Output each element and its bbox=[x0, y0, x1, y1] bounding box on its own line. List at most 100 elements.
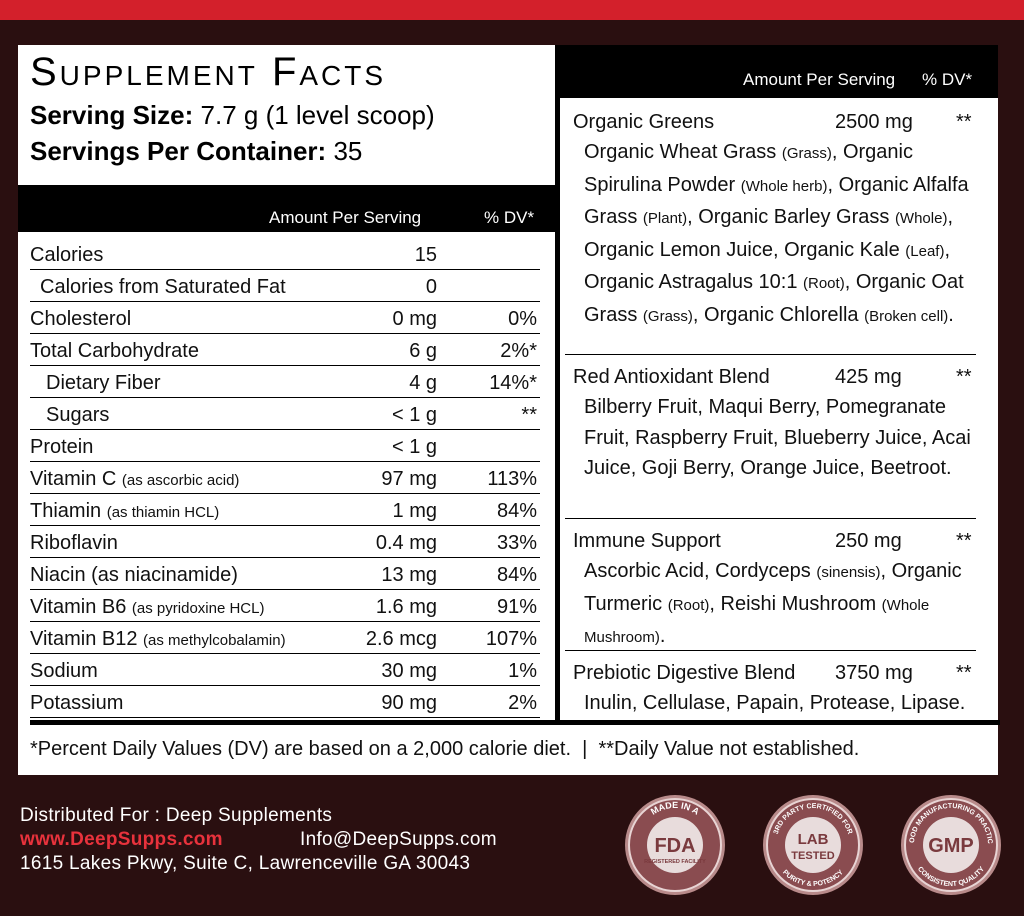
blend-dv: ** bbox=[956, 662, 972, 684]
nutrient-dv: 14%* bbox=[489, 372, 537, 394]
nutrient-amount: 15 bbox=[414, 244, 437, 266]
dv-header: % DV* bbox=[484, 208, 535, 227]
ingredient-text: (Root) bbox=[667, 596, 710, 614]
nutrient-name-cell: Potassium bbox=[30, 692, 123, 714]
nutrient-amount: < 1 g bbox=[391, 404, 437, 426]
nutrient-note: (as thiamin HCL) bbox=[106, 504, 220, 521]
nutrient-name: Thiamin bbox=[30, 500, 102, 522]
nutrient-note: (as ascorbic acid) bbox=[121, 472, 240, 489]
title: Supplement Facts bbox=[30, 50, 387, 94]
nutrient-amount: 90 mg bbox=[381, 692, 437, 714]
servings-value: 35 bbox=[333, 136, 363, 166]
ingredient-text: , Organic Turmeric bbox=[584, 560, 962, 615]
badge-sub: REGISTERED FACILITY bbox=[644, 859, 706, 865]
nutrient-row: Total Carbohydrate 6 g 2%* bbox=[30, 334, 540, 366]
nutrient-dv: 2% bbox=[508, 692, 537, 714]
ingredient-text: (Broken cell) bbox=[864, 307, 949, 325]
blend-amount: 250 mg bbox=[835, 530, 902, 552]
nutrient-dv: 0% bbox=[508, 308, 537, 330]
nutrient-row: Sodium 30 mg 1% bbox=[30, 654, 540, 686]
ingredient-text: (sinensis) bbox=[816, 564, 881, 581]
nutrient-name-cell: Riboflavin bbox=[30, 532, 118, 554]
separator bbox=[565, 518, 976, 520]
nutrient-dv: ** bbox=[521, 404, 537, 426]
ingredient-text: (Whole herb) bbox=[740, 177, 828, 195]
top-bar bbox=[0, 0, 1024, 20]
ingredient-text: , Reishi Mushroom bbox=[709, 592, 882, 615]
ingredients: Ascorbic Acid, Cordyceps (sinensis), Org… bbox=[573, 556, 978, 654]
nutrient-name: Vitamin B6 bbox=[30, 596, 127, 618]
nutrient-name-cell: Sugars bbox=[30, 404, 109, 426]
serving-size: Serving Size: 7.7 g (1 level scoop) bbox=[30, 100, 435, 131]
serving-size-value: 7.7 g (1 level scoop) bbox=[200, 100, 435, 130]
blend-heading: Red Antioxidant Blend 425 mg ** bbox=[573, 362, 978, 392]
nutrient-row: Niacin (as niacinamide) 13 mg 84% bbox=[30, 558, 540, 590]
dv-header: % DV* bbox=[922, 70, 973, 89]
nutrient-name: Riboflavin bbox=[30, 532, 118, 554]
badge-main: GMP bbox=[928, 835, 974, 857]
nutrient-amount: 2.6 mcg bbox=[365, 628, 437, 650]
nutrient-amount: 30 mg bbox=[381, 660, 437, 682]
nutrient-dv: 2%* bbox=[500, 340, 537, 362]
nutrient-name: Calories bbox=[30, 244, 104, 266]
nutrient-row: Sugars < 1 g ** bbox=[30, 398, 540, 430]
ingredient-text: Inulin, Cellulase, Papain, Protease, Lip… bbox=[584, 692, 966, 714]
nutrient-amount: 1.6 mg bbox=[375, 596, 437, 618]
divider bbox=[30, 720, 1000, 725]
nutrient-amount: 13 mg bbox=[381, 564, 437, 586]
blend-amount: 3750 mg bbox=[835, 662, 913, 684]
nutrient-dv: 84% bbox=[496, 500, 537, 522]
nutrient-name-cell: Total Carbohydrate bbox=[30, 340, 199, 362]
ingredient-text: Bilberry Fruit, Maqui Berry, Pomegranate… bbox=[584, 396, 971, 479]
ingredient-text: (Grass) bbox=[642, 307, 693, 325]
nutrient-name: Protein bbox=[30, 436, 94, 458]
nutrient-row: Thiamin (as thiamin HCL) 1 mg 84% bbox=[30, 494, 540, 526]
nutrient-amount: 1 mg bbox=[392, 500, 437, 522]
blend-dv: ** bbox=[956, 366, 972, 388]
ingredient-text: (Whole) bbox=[894, 210, 948, 227]
badge-main: LAB bbox=[798, 831, 829, 848]
badge-main: FDA bbox=[654, 835, 695, 857]
nutrient-name: Total Carbohydrate bbox=[30, 340, 199, 362]
nutrient-name: Niacin (as niacinamide) bbox=[30, 564, 238, 586]
nutrient-name-cell: Sodium bbox=[30, 660, 98, 682]
blend-dv: ** bbox=[956, 111, 972, 133]
nutrient-row: Cholesterol 0 mg 0% bbox=[30, 302, 540, 334]
website: www.DeepSupps.com bbox=[20, 829, 223, 850]
badge-inner bbox=[923, 817, 979, 873]
blend: Red Antioxidant Blend 425 mg ** Bilberry Fr… bbox=[573, 362, 978, 484]
nutrient-row: Vitamin B12 (as methylcobalamin) 2.6 mcg 1… bbox=[30, 622, 540, 654]
ingredients: Bilberry Fruit, Maqui Berry, Pomegranate… bbox=[573, 392, 978, 484]
nutrient-name: Sugars bbox=[46, 404, 110, 426]
blend-dv: ** bbox=[956, 530, 972, 552]
nutrient-amount: 0.4 mg bbox=[375, 532, 437, 554]
blend-heading: Immune Support 250 mg ** bbox=[573, 526, 978, 556]
nutrient-dv: 84% bbox=[496, 564, 537, 586]
nutrient-note: (as methylcobalamin) bbox=[143, 632, 286, 649]
badge: GOOD MANUFACTURING PRACTICECONSISTENT QU… bbox=[893, 790, 1001, 895]
nutrient-table: Calories 15 Calories from Saturated Fat 0 Ch… bbox=[30, 238, 540, 718]
nutrient-row: Dietary Fiber 4 g 14%* bbox=[30, 366, 540, 398]
nutrient-name-cell: Calories from Saturated Fat bbox=[30, 276, 286, 298]
badge-inner bbox=[785, 817, 841, 873]
nutrient-name-cell: Niacin (as niacinamide) bbox=[30, 564, 238, 586]
nutrient-name: Calories from Saturated Fat bbox=[40, 276, 286, 298]
label-header bbox=[18, 45, 555, 185]
ingredient-text: , Organic Spirulina Powder bbox=[584, 141, 913, 196]
ingredients: Inulin, Cellulase, Papain, Protease, Lip… bbox=[573, 688, 978, 719]
nutrient-name-cell: Thiamin (as thiamin HCL) bbox=[30, 500, 219, 522]
nutrient-name: Dietary Fiber bbox=[46, 372, 161, 394]
blend-amount: 425 mg bbox=[835, 366, 902, 388]
ingredient-text: (Root) bbox=[803, 275, 845, 292]
separator bbox=[565, 650, 976, 652]
ingredient-text: . bbox=[948, 303, 954, 326]
nutrient-name-cell: Vitamin B6 (as pyridoxine HCL) bbox=[30, 596, 264, 618]
blend-name: Prebiotic Digestive Blend bbox=[573, 662, 796, 684]
right-header: Amount Per Serving % DV* bbox=[555, 45, 998, 98]
badge-inner bbox=[647, 817, 703, 873]
nutrient-amount: 4 g bbox=[409, 372, 437, 394]
nutrient-name-cell: Calories bbox=[30, 244, 103, 266]
servings-label: Servings Per Container: bbox=[30, 136, 327, 166]
